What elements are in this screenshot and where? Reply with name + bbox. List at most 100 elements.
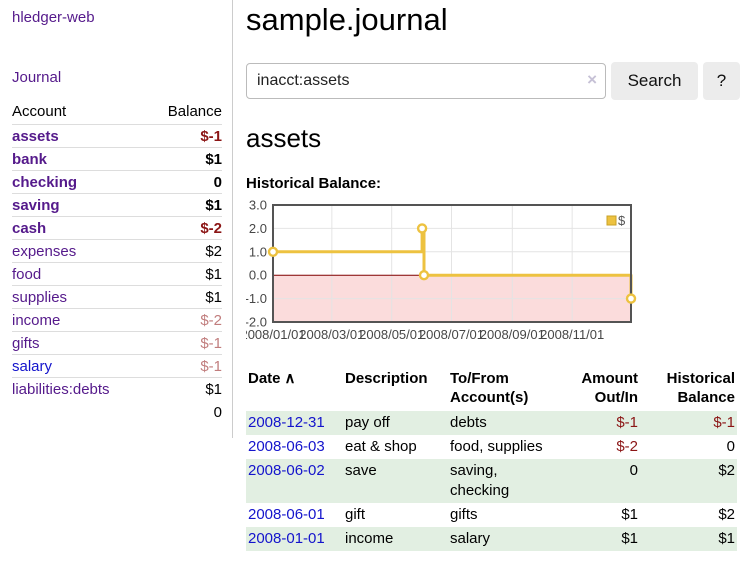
section-title: assets [246, 123, 322, 153]
register-balance-cell: $2 [718, 462, 735, 479]
account-link[interactable]: bank [12, 150, 48, 168]
svg-text:2008/11/01: 2008/11/01 [540, 327, 604, 342]
register-description-cell: pay off [345, 414, 390, 431]
register-description-cell: income [345, 530, 394, 547]
register-header-accounts: To/From Account(s) [450, 370, 529, 406]
transaction-date-link[interactable]: 2008-06-02 [248, 462, 325, 479]
sort-ascending-icon: ∧ [284, 370, 296, 387]
account-row: gifts $-1 [12, 331, 222, 355]
register-amount-cell: $-2 [616, 438, 638, 455]
register-accounts-cell: debts [450, 414, 487, 431]
svg-text:2008/01/01: 2008/01/01 [246, 327, 306, 342]
register-date-cell: 2008-06-02 [246, 459, 343, 503]
search-box: × [246, 63, 606, 99]
search-input[interactable] [246, 63, 606, 99]
account-row: checking 0 [12, 170, 222, 194]
account-link[interactable]: supplies [12, 288, 68, 306]
account-balance: 0 [146, 170, 222, 194]
sidebar-item-journal[interactable]: Journal [12, 69, 62, 86]
account-balance: $1 [146, 193, 222, 217]
svg-text:0.0: 0.0 [249, 268, 267, 283]
register-balance-cell: $-1 [713, 414, 735, 431]
register-amount-cell: $-1 [616, 414, 638, 431]
register-date-cell: 2008-01-01 [246, 527, 343, 551]
register-header-date[interactable]: Date ∧ [248, 370, 296, 387]
page-title: sample.journal [246, 2, 448, 37]
account-balance: $-2 [146, 216, 222, 240]
accounts-header-balance: Balance [146, 101, 222, 125]
transaction-date-link[interactable]: 2008-01-01 [248, 530, 325, 547]
account-balance: $-1 [146, 331, 222, 355]
register-row: 2008-12-31 pay off debts $-1 $-1 [246, 411, 737, 435]
accounts-table: Account Balance assets $-1 bank $1 checking 0… [12, 101, 222, 424]
chart-title: Historical Balance: [246, 175, 382, 192]
svg-text:2008/03/01: 2008/03/01 [299, 327, 364, 342]
account-link[interactable]: saving [12, 196, 60, 214]
register-accounts-cell: salary [450, 530, 491, 547]
account-balance: $1 [146, 262, 222, 286]
account-link[interactable]: food [12, 265, 42, 283]
clear-search-icon[interactable]: × [587, 70, 597, 89]
register-accounts-cell: food, supplies [450, 438, 543, 455]
svg-text:$: $ [618, 213, 626, 228]
register-header-amount: Amount Out/In [581, 370, 638, 406]
account-row: supplies $1 [12, 285, 222, 309]
search-bar: × Search ? [246, 62, 740, 100]
account-link[interactable]: salary [12, 357, 53, 375]
search-button[interactable]: Search [611, 62, 698, 100]
register-row: 2008-01-01 income salary $1 $1 [246, 527, 737, 551]
register-header-description: Description [345, 370, 428, 387]
app-title-link[interactable]: hledger-web [12, 9, 95, 26]
register-row: 2008-06-02 save saving, checking 0 $2 [246, 459, 737, 503]
account-balance: $-1 [146, 354, 222, 378]
transaction-date-link[interactable]: 2008-12-31 [248, 414, 325, 431]
account-balance: $-1 [200, 127, 222, 145]
account-link[interactable]: income [12, 311, 61, 329]
transaction-date-link[interactable]: 2008-06-03 [248, 438, 325, 455]
help-button[interactable]: ? [703, 62, 740, 100]
account-balance: $-2 [146, 308, 222, 332]
register-description-cell: eat & shop [345, 438, 417, 455]
svg-text:2008/09/01: 2008/09/01 [480, 327, 545, 342]
register-balance-cell: 0 [726, 438, 735, 455]
account-link[interactable]: assets [12, 127, 59, 145]
register-date-cell: 2008-12-31 [246, 411, 343, 435]
accounts-header-account: Account [12, 101, 147, 125]
account-link[interactable]: gifts [12, 334, 40, 352]
account-balance: $1 [146, 285, 222, 309]
main-content: sample.journal × Search ? assets Histori… [240, 0, 740, 551]
svg-text:-2.0: -2.0 [246, 315, 267, 330]
svg-text:3.0: 3.0 [249, 200, 267, 213]
register-row: 2008-06-01 gift gifts $1 $2 [246, 503, 737, 527]
account-balance: $1 [146, 377, 222, 401]
register-accounts-cell: gifts [450, 506, 478, 523]
sidebar-divider [232, 0, 233, 438]
svg-text:-1.0: -1.0 [246, 291, 267, 306]
account-link[interactable]: liabilities:debts [12, 380, 110, 398]
account-row: liabilities:debts $1 [12, 377, 222, 401]
register-balance-cell: $2 [718, 506, 735, 523]
register-description-cell: save [345, 462, 377, 479]
accounts-total: 0 [213, 403, 222, 421]
account-link[interactable]: cash [12, 219, 47, 237]
chart-canvas: $2008/01/012008/03/012008/05/012008/07/0… [240, 198, 637, 342]
svg-text:2008/05/01: 2008/05/01 [359, 327, 424, 342]
account-row: food $1 [12, 262, 222, 286]
account-row: salary $-1 [12, 354, 222, 378]
register-row: 2008-06-03 eat & shop food, supplies $-2 0 [246, 435, 737, 459]
historical-balance-chart: $2008/01/01 2008/03/01 2008/05/01 2008/07/0… [240, 198, 740, 350]
register-description-cell: gift [345, 506, 366, 523]
account-row: expenses $2 [12, 239, 222, 263]
register-amount-cell: 0 [629, 462, 638, 479]
register-date-cell: 2008-06-01 [246, 503, 343, 527]
account-link[interactable]: expenses [12, 242, 77, 260]
transaction-date-link[interactable]: 2008-06-01 [248, 506, 325, 523]
svg-text:1.0: 1.0 [249, 244, 267, 259]
svg-text:2008/07/01: 2008/07/01 [419, 327, 484, 342]
account-row: cash $-2 [12, 216, 222, 240]
register-accounts-cell: saving, checking [450, 462, 510, 499]
account-balance: $1 [146, 147, 222, 171]
register-amount-cell: $1 [621, 530, 638, 547]
account-link[interactable]: checking [12, 173, 78, 191]
register-date-cell: 2008-06-03 [246, 435, 343, 459]
